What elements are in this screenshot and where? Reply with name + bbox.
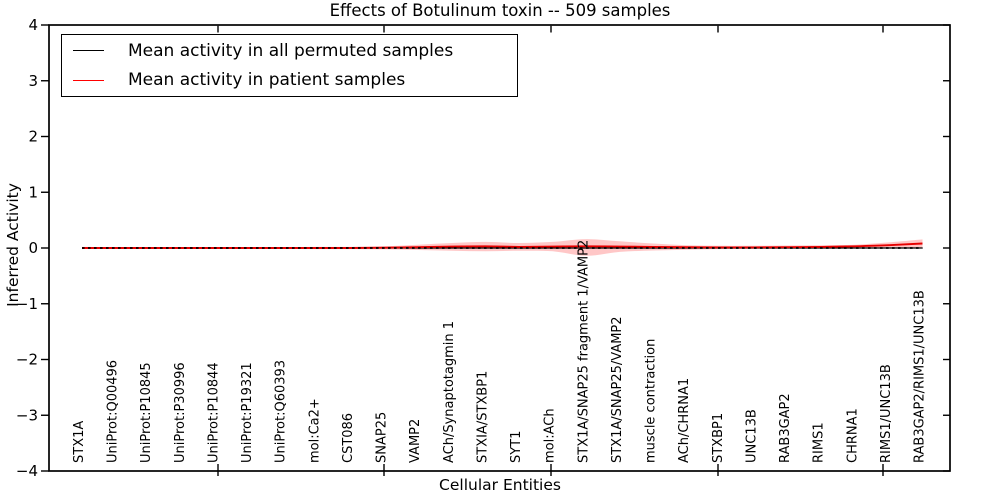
x-tick-label: STX1A/SNAP25/VAMP2 xyxy=(610,316,625,463)
legend-line-patient-icon xyxy=(73,79,104,81)
x-tick-label: muscle contraction xyxy=(644,339,659,463)
x-tick-label: UniProt:P10844 xyxy=(206,362,221,463)
legend-entry-permuted: Mean activity in all permuted samples xyxy=(73,37,517,65)
y-tick-label: −3 xyxy=(16,406,38,424)
y-tick-label: 3 xyxy=(28,72,38,90)
x-tick-label: ACh/CHRNA1 xyxy=(677,378,692,463)
x-axis-label: Cellular Entities xyxy=(439,476,561,494)
x-tick-label: CHRNA1 xyxy=(845,408,860,463)
x-tick-label: VAMP2 xyxy=(408,419,423,463)
y-tick-label: −2 xyxy=(16,351,38,369)
x-tick-label: SNAP25 xyxy=(375,412,390,463)
y-tick-label: 2 xyxy=(28,128,38,146)
y-axis-label: Inferred Activity xyxy=(4,183,22,307)
x-tick-label: SYT1 xyxy=(509,431,524,463)
chart-title: Effects of Botulinum toxin -- 509 sample… xyxy=(329,1,671,20)
x-tick-label: RIMS1 xyxy=(812,422,827,463)
x-tick-label: STXIA/STXBP1 xyxy=(475,371,490,463)
x-tick-label: mol:ACh xyxy=(543,408,558,463)
legend: Mean activity in all permuted samples Me… xyxy=(61,34,518,97)
x-tick-label: CST086 xyxy=(341,413,356,463)
x-tick-label: ACh/Synaptotagmin 1 xyxy=(442,321,457,463)
x-tick-label: UniProt:P30996 xyxy=(173,362,188,463)
x-tick-label: RAB3GAP2/RIMS1/UNC13B xyxy=(913,290,928,463)
x-tick-label: STXBP1 xyxy=(711,413,726,463)
x-tick-label: UniProt:Q00496 xyxy=(106,360,121,463)
legend-line-permuted-icon xyxy=(73,50,104,52)
x-tick-label: UNC13B xyxy=(744,409,759,463)
legend-label-permuted: Mean activity in all permuted samples xyxy=(128,40,454,61)
x-axis-ticks xyxy=(217,25,884,476)
x-tick-label: RAB3GAP2 xyxy=(778,393,793,463)
y-tick-label: 0 xyxy=(28,239,38,257)
x-tick-label: STX1A xyxy=(72,421,87,463)
y-tick-label: −4 xyxy=(16,462,38,480)
x-tick-label: UniProt:P19321 xyxy=(240,362,255,463)
x-tick-label: UniProt:P10845 xyxy=(139,362,154,463)
x-tick-label: mol:Ca2+ xyxy=(307,398,322,463)
y-tick-label: −1 xyxy=(16,295,38,313)
x-tick-labels: STX1A UniProt:Q00496 UniProt:P10845 UniProt… xyxy=(72,240,928,463)
y-axis-ticks: 4 3 2 1 0 −1 −2 −3 −4 xyxy=(16,16,950,480)
x-tick-label: RIMS1/UNC13B xyxy=(879,364,894,463)
x-tick-label: STX1A/SNAP25 fragment 1/VAMP2 xyxy=(576,240,591,463)
legend-label-patient: Mean activity in patient samples xyxy=(128,70,406,91)
legend-entry-patient: Mean activity in patient samples xyxy=(73,66,517,94)
y-tick-label: 4 xyxy=(28,16,38,34)
x-tick-label: UniProt:Q60393 xyxy=(274,360,289,463)
y-tick-label: 1 xyxy=(28,183,38,201)
